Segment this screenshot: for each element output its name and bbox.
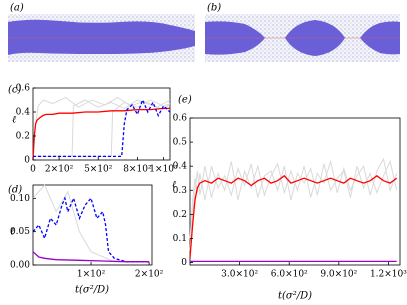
x-tick-label: 8×10² <box>123 165 152 175</box>
panel-label: (c) <box>8 85 22 96</box>
data-line <box>32 97 171 161</box>
x-tick-label: 2×10² <box>45 165 74 175</box>
y-tick-label: 0.00 <box>10 261 30 271</box>
data-line <box>33 98 171 158</box>
y-tick-label: 0.1 <box>173 234 187 244</box>
x-axis-label: t(σ²/D) <box>75 285 109 296</box>
x-tick-label: 2×10² <box>135 270 164 280</box>
panel-label: (d) <box>8 185 22 196</box>
y-tick-label: 0.5 <box>173 138 188 148</box>
data-line <box>32 184 150 263</box>
x-tick-label: 3.0×10² <box>221 270 258 280</box>
panel-label: (e) <box>178 95 192 106</box>
x-tick-label: 1.2×10³ <box>370 270 407 280</box>
x-tick-label: 5×10² <box>84 165 113 175</box>
data-line <box>32 107 170 161</box>
y-tick-label: 0.2 <box>16 132 30 142</box>
y-tick-label: 0.05 <box>10 227 30 237</box>
x-tick-label: 0 <box>30 165 36 175</box>
x-tick-label: 1×10³ <box>149 165 178 175</box>
panel-label: (a) <box>10 3 24 14</box>
y-tick-label: 0.4 <box>16 108 31 118</box>
data-line <box>32 251 150 263</box>
snapshot-a <box>8 14 195 62</box>
y-tick-label: 0 <box>181 258 187 268</box>
y-tick-label: 0.3 <box>173 186 188 196</box>
y-axis-label: ℓ <box>172 180 176 191</box>
data-line <box>189 159 398 239</box>
x-axis-label: t(σ²/D) <box>278 291 312 302</box>
y-axis-label: ℓ <box>10 227 14 238</box>
snapshot-b <box>205 14 400 62</box>
x-tick-label: 1×10² <box>77 270 106 280</box>
data-line <box>189 174 398 258</box>
y-tick-label: 0.10 <box>10 194 30 204</box>
y-tick-label: 0.4 <box>173 162 188 172</box>
data-line <box>189 157 398 251</box>
axes-frame <box>32 87 171 161</box>
x-tick-label: 6.0×10² <box>271 270 308 280</box>
axes-frame <box>32 184 153 266</box>
y-axis-label: ℓ <box>12 115 16 126</box>
y-tick-label: 0.2 <box>173 210 187 220</box>
y-tick-label: 0.6 <box>16 84 31 94</box>
data-line <box>32 196 150 263</box>
x-tick-label: 9.0×10² <box>320 270 357 280</box>
panel-label: (b) <box>207 3 221 14</box>
axes-frame <box>189 117 401 266</box>
y-tick-label: 0 <box>24 156 30 166</box>
y-tick-label: 0.6 <box>173 114 188 124</box>
